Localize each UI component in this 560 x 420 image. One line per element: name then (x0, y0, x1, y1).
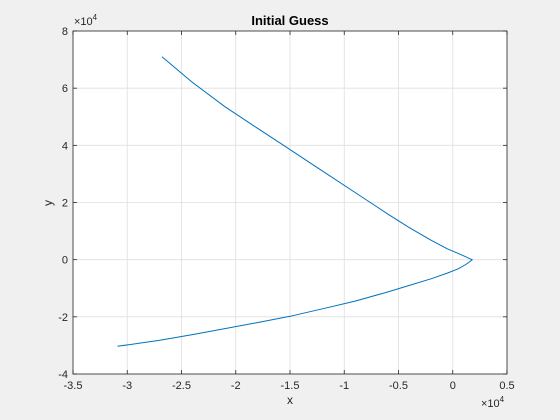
x-axis-label: x (287, 393, 293, 407)
x-tick-label: -2.5 (172, 380, 191, 392)
x-tick-label: 0.5 (499, 380, 514, 392)
series-line (117, 56, 473, 347)
y-exponent-text: 4 (93, 13, 98, 22)
y-axis-label: y (41, 200, 55, 206)
x-tick-label: -3 (122, 380, 132, 392)
x-tick-label: 0 (450, 380, 456, 392)
y-tick-label: 6 (62, 83, 68, 95)
y-exponent-label: ×104 (74, 13, 98, 28)
x-exponent-label: ×104 (481, 395, 505, 410)
y-multiplier-text: ×10 (74, 16, 93, 28)
x-tick-labels: -3.5 -3 -2.5 -2 -1.5 -1 -0.5 0 0.5 (64, 380, 515, 392)
y-tick-labels: -4 -2 0 2 4 6 8 (58, 26, 68, 381)
y-tick-label: 8 (62, 26, 68, 38)
x-tick-label: -2 (231, 380, 241, 392)
x-tick-label: -1.5 (281, 380, 300, 392)
x-tick-label: -1 (339, 380, 349, 392)
x-tick-label: -0.5 (389, 380, 408, 392)
y-tick-label: 2 (62, 198, 68, 210)
y-tick-label: 4 (62, 140, 68, 152)
x-exponent-text: 4 (500, 395, 505, 404)
x-tick-label: -3.5 (64, 380, 83, 392)
x-multiplier-text: ×10 (481, 398, 500, 410)
tick-marks (72, 30, 508, 375)
y-tick-label: -4 (58, 369, 68, 381)
y-tick-label: 0 (62, 255, 68, 267)
chart-title: Initial Guess (251, 13, 328, 28)
series-group (117, 56, 473, 347)
y-tick-label: -2 (58, 312, 68, 324)
